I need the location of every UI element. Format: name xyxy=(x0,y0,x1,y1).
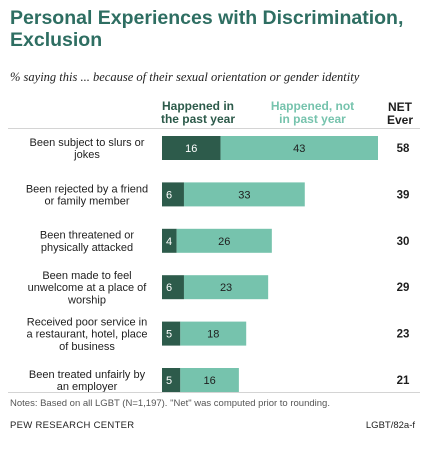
net-ever-value: 30 xyxy=(397,236,410,248)
category-label: Been made to feel unwelcome at a place of… xyxy=(28,270,148,306)
category-label-line: or family member xyxy=(45,196,130,208)
value-label-not-past-year: 26 xyxy=(218,236,230,248)
net-ever-value: 21 xyxy=(397,375,410,387)
net-ever-value: 23 xyxy=(397,329,410,341)
value-label-past-year: 6 xyxy=(166,189,172,201)
category-label-line: a restaurant, hotel, place xyxy=(26,329,147,341)
value-label-past-year: 5 xyxy=(166,329,172,341)
category-label: Been subject to slurs or jokes xyxy=(30,137,145,161)
value-label-not-past-year: 43 xyxy=(293,143,305,155)
source-credit: PEW RESEARCH CENTER xyxy=(10,420,134,431)
value-label-not-past-year: 23 xyxy=(220,282,232,294)
chart-notes: Notes: Based on all LGBT (N=1,197). "Net… xyxy=(10,398,420,409)
value-label-past-year: 4 xyxy=(166,236,172,248)
category-label-line: physically attacked xyxy=(41,242,133,254)
value-label-not-past-year: 18 xyxy=(207,329,219,341)
category-label: Been rejected by a friend or family membe… xyxy=(26,183,148,207)
net-ever-value: 29 xyxy=(397,282,410,294)
category-label-line: Received poor service in xyxy=(27,316,147,328)
category-label-line: jokes xyxy=(73,149,100,161)
category-label: Been threatened or physically attacked xyxy=(40,230,135,254)
value-label-past-year: 6 xyxy=(166,282,172,294)
category-label: Been treated unfairly by an employer xyxy=(29,369,146,393)
category-label-line: worship xyxy=(67,294,106,306)
category-label-line: Been subject to slurs or xyxy=(30,137,145,149)
value-label-past-year: 16 xyxy=(185,143,197,155)
value-label-not-past-year: 16 xyxy=(203,375,215,387)
value-label-past-year: 5 xyxy=(166,375,172,387)
category-label-line: Been made to feel xyxy=(42,270,131,282)
category-label-line: Been treated unfairly by xyxy=(29,369,146,381)
bottom-divider xyxy=(8,392,420,393)
category-label-line: Been rejected by a friend xyxy=(26,183,148,195)
net-ever-value: 58 xyxy=(397,143,410,155)
category-label-line: of business xyxy=(59,341,115,353)
value-label-not-past-year: 33 xyxy=(238,189,250,201)
net-ever-value: 39 xyxy=(397,189,410,201)
report-code: LGBT/82a-f xyxy=(366,420,415,431)
category-label: Received poor service in a restaurant, ho… xyxy=(26,316,147,352)
category-label-line: Been threatened or xyxy=(40,230,135,242)
category-label-line: unwelcome at a place of xyxy=(28,282,148,294)
